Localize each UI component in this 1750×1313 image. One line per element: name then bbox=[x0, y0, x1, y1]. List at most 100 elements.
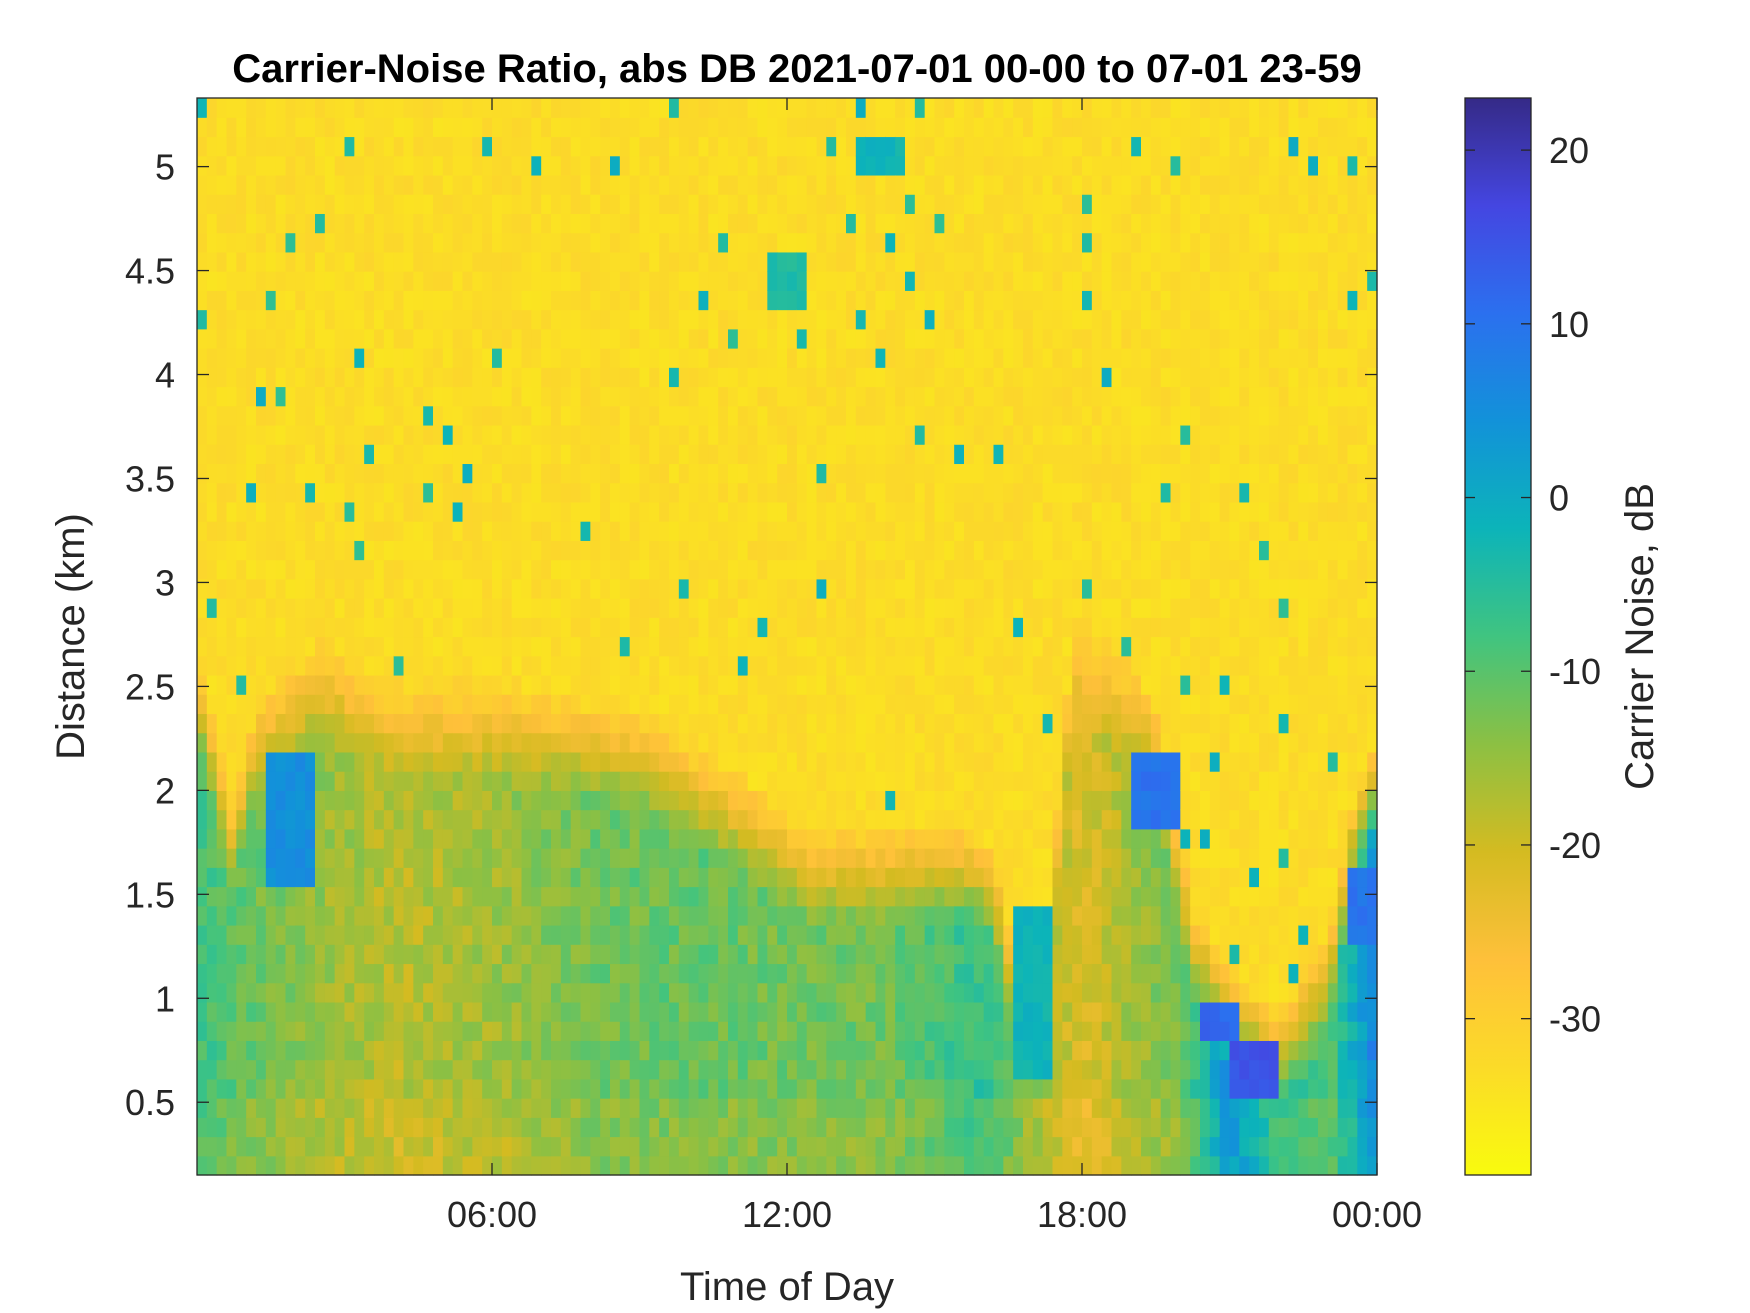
heatmap-cell bbox=[855, 713, 867, 734]
heatmap-cell bbox=[256, 617, 267, 638]
heatmap-cell bbox=[865, 905, 877, 926]
heatmap-cell bbox=[944, 174, 955, 195]
heatmap-cell bbox=[777, 194, 788, 214]
heatmap-cell bbox=[501, 1117, 513, 1138]
heatmap-cell bbox=[1003, 463, 1014, 484]
heatmap-cell bbox=[256, 867, 267, 888]
heatmap-cell bbox=[383, 1078, 395, 1099]
heatmap-cell bbox=[914, 963, 926, 984]
heatmap-cell bbox=[787, 444, 798, 465]
heatmap-cell bbox=[816, 963, 827, 984]
heatmap-cell bbox=[442, 194, 454, 214]
heatmap-cell bbox=[816, 655, 827, 676]
heatmap-cell bbox=[541, 578, 552, 599]
heatmap-cell bbox=[285, 867, 296, 888]
heatmap-cell bbox=[649, 213, 660, 234]
heatmap-cell bbox=[1042, 905, 1054, 926]
heatmap-cell bbox=[541, 98, 552, 118]
heatmap-cell bbox=[1003, 578, 1014, 599]
heatmap-cell bbox=[1042, 1021, 1054, 1041]
heatmap-cell bbox=[629, 1155, 641, 1176]
heatmap-cell bbox=[787, 559, 798, 580]
heatmap-cell bbox=[747, 1078, 759, 1099]
heatmap-cell bbox=[423, 232, 434, 253]
heatmap-cell bbox=[895, 117, 906, 138]
heatmap-cell bbox=[383, 809, 395, 830]
heatmap-cell bbox=[905, 694, 916, 715]
heatmap-cell bbox=[678, 732, 690, 753]
heatmap-cell bbox=[246, 271, 257, 291]
heatmap-cell bbox=[993, 598, 1004, 618]
heatmap-cell bbox=[1032, 1059, 1044, 1080]
heatmap-cell bbox=[885, 598, 896, 618]
heatmap-cell bbox=[875, 1136, 886, 1157]
heatmap-cell bbox=[885, 732, 896, 753]
heatmap-cell bbox=[570, 117, 582, 138]
heatmap-cell bbox=[639, 117, 650, 138]
heatmap-cell bbox=[777, 463, 788, 484]
heatmap-cell bbox=[364, 540, 375, 561]
heatmap-cell bbox=[482, 771, 493, 791]
heatmap-cell bbox=[875, 905, 886, 926]
heatmap-cell bbox=[206, 309, 218, 330]
heatmap-cell bbox=[678, 944, 690, 965]
heatmap-cell bbox=[521, 1155, 532, 1176]
heatmap-cell bbox=[226, 482, 237, 503]
heatmap-cell bbox=[324, 790, 336, 811]
heatmap-cell bbox=[324, 867, 336, 888]
heatmap-cell bbox=[1032, 328, 1044, 349]
heatmap-cell bbox=[216, 540, 228, 561]
heatmap-cell bbox=[905, 367, 916, 388]
heatmap-cell bbox=[1003, 367, 1014, 388]
heatmap-cell bbox=[541, 117, 552, 138]
heatmap-cell bbox=[433, 136, 444, 157]
heatmap-cell bbox=[492, 828, 503, 849]
heatmap-cell bbox=[226, 232, 237, 253]
heatmap-cell bbox=[275, 174, 287, 195]
heatmap-cell bbox=[226, 598, 237, 618]
heatmap-cell bbox=[580, 732, 591, 753]
heatmap-cell bbox=[767, 1078, 778, 1099]
heatmap-cell bbox=[924, 424, 936, 445]
heatmap-cell bbox=[836, 828, 847, 849]
heatmap-cell bbox=[619, 636, 631, 657]
heatmap-cell bbox=[619, 444, 631, 465]
heatmap-cell bbox=[855, 1040, 867, 1061]
heatmap-cell bbox=[649, 809, 660, 830]
heatmap-cell bbox=[206, 136, 218, 157]
heatmap-cell bbox=[433, 751, 444, 772]
heatmap-cell bbox=[688, 98, 700, 118]
heatmap-cell bbox=[796, 809, 808, 830]
heatmap-cell bbox=[226, 1078, 237, 1099]
heatmap-cell bbox=[393, 944, 405, 965]
heatmap-cell bbox=[1013, 905, 1024, 926]
heatmap-cell bbox=[246, 598, 257, 618]
heatmap-cell bbox=[531, 1155, 542, 1176]
heatmap-cell bbox=[442, 290, 454, 311]
heatmap-cell bbox=[275, 924, 287, 945]
heatmap-cell bbox=[698, 732, 709, 753]
heatmap-cell bbox=[472, 98, 483, 118]
heatmap-cell bbox=[236, 213, 247, 234]
heatmap-cell bbox=[462, 1098, 473, 1118]
heatmap-cell bbox=[531, 309, 542, 330]
heatmap-cell bbox=[905, 463, 916, 484]
heatmap-cell bbox=[442, 1040, 454, 1061]
heatmap-cell bbox=[206, 367, 218, 388]
heatmap-cell bbox=[501, 117, 513, 138]
heatmap-cell bbox=[216, 559, 228, 580]
heatmap-cell bbox=[265, 444, 277, 465]
heatmap-cell bbox=[767, 1136, 778, 1157]
heatmap-cell bbox=[305, 1001, 316, 1022]
heatmap-cell bbox=[629, 213, 641, 234]
heatmap-cell bbox=[305, 367, 316, 388]
heatmap-cell bbox=[541, 1098, 552, 1118]
heatmap-cell bbox=[324, 328, 336, 349]
heatmap-cell bbox=[659, 1155, 670, 1176]
heatmap-cell bbox=[482, 213, 493, 234]
heatmap-cell bbox=[924, 521, 936, 541]
heatmap-cell bbox=[551, 848, 562, 868]
heatmap-cell bbox=[787, 424, 798, 445]
heatmap-cell bbox=[374, 540, 385, 561]
heatmap-cell bbox=[216, 463, 228, 484]
